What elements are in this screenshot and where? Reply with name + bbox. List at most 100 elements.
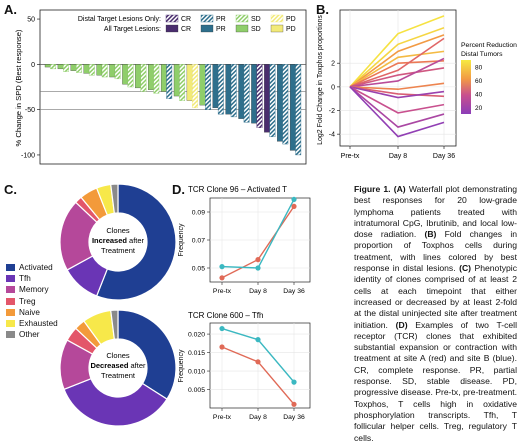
panel-a-plot-frame [39, 9, 307, 165]
colorbar-tick-label: 40 [475, 91, 483, 98]
panel-d-point-site-a [255, 257, 261, 263]
legend-label: Treg [19, 296, 36, 306]
donut-increased [59, 183, 177, 301]
legend-swatch [6, 331, 15, 339]
caption-b-text: Fold changes in proportion of Toxphos ce… [354, 229, 518, 274]
legend-swatch [6, 297, 15, 305]
legend-swatch-all-cr [165, 24, 179, 33]
panel-b-label: B. [316, 2, 329, 17]
legend-label-all-sd: SD [251, 26, 261, 33]
legend-row2-label: All Target Lesions: [104, 26, 161, 33]
panel-d-xtick-label: Day 8 [249, 288, 267, 295]
bar-distal-target-lesions [63, 64, 69, 72]
figure-caption: Figure 1. (A) Waterfall plot demonstrati… [354, 184, 517, 444]
bar-all-target-lesions [173, 64, 180, 97]
bar-distal-target-lesions [192, 64, 198, 109]
panel-a-ytick-label: 0 [31, 62, 35, 69]
bar-all-target-lesions [277, 64, 283, 142]
panel-d-xtick-label: Day 36 [283, 288, 305, 295]
bar-all-target-lesions [148, 64, 154, 90]
bar-distal-target-lesions [88, 64, 95, 76]
panel-d-ytick-label: 0.05 [192, 266, 205, 273]
legend-label: Exhausted [19, 319, 58, 329]
panel-d-plot2-title: TCR Clone 600 – Tfh [188, 311, 263, 320]
panel-d-ytick-label: 0.09 [192, 210, 205, 217]
panel-d-ytick-label: 0.010 [188, 369, 205, 376]
legend-label-all-pd: PD [286, 26, 296, 33]
caption-d-label: (D) [395, 319, 408, 330]
colorbar-title-line1: Percent Reduction [461, 42, 517, 49]
panel-b-series-line [349, 86, 445, 128]
panel-c-label: C. [4, 182, 17, 197]
panel-b-series-line [349, 86, 445, 114]
legend-item-exhausted: Exhausted [6, 318, 58, 329]
bar-distal-target-lesions [179, 64, 186, 101]
bar-all-target-lesions [57, 64, 64, 70]
donut-slice-other [110, 183, 119, 214]
panel-b-ytick-label: -2 [329, 108, 335, 115]
legend-label: Other [19, 330, 40, 340]
panel-d-plot2-frame [209, 322, 311, 409]
panel-d-point-site-b [291, 196, 297, 202]
colorbar-ticks: 80 60 40 20 [471, 64, 483, 112]
legend-swatch-all-pr [200, 24, 214, 33]
donut2-text-clones: Clones [106, 351, 130, 360]
panel-b-lines [349, 15, 445, 138]
bar-all-target-lesions [186, 64, 193, 101]
legend-swatch [6, 286, 15, 294]
bar-all-target-lesions [225, 64, 232, 115]
panel-d-plot2-ylabel: Frequency [178, 349, 185, 383]
panel-d-point-site-a [219, 275, 225, 281]
caption-a-label: (A) [393, 184, 406, 194]
colorbar-title-line2: Distal Tumors [461, 51, 503, 58]
donut2-text-treatment: Treatment [101, 371, 136, 380]
legend-row1-label: Distal Target Lesions Only: [78, 16, 161, 23]
bar-all-target-lesions [251, 64, 257, 124]
panel-a-bars [44, 64, 302, 156]
panel-d-plot1: 0.09 0.07 0.05 Pre-tx Day 8 Day 36 [192, 196, 310, 295]
legend-swatch-distal-pr [200, 14, 214, 23]
panel-a-ytick-label: -50 [25, 107, 35, 114]
bar-distal-target-lesions [230, 64, 237, 118]
panel-b-series-line [349, 86, 445, 98]
caption-c-label: (C) [459, 263, 472, 274]
legend-swatch [6, 320, 15, 328]
panel-d-plot1-title: TCR Clone 96 – Activated T [188, 185, 287, 194]
bar-distal-target-lesions [282, 64, 289, 145]
bar-all-target-lesions [109, 64, 116, 78]
panel-d-plot1-ylabel: Frequency [178, 223, 185, 257]
legend-label-all-pr: PR [216, 26, 226, 33]
caption-fig-label: Figure 1. [354, 184, 391, 194]
donut1-text-clones: Clones [106, 226, 130, 235]
legend-swatch [6, 308, 15, 316]
bar-distal-target-lesions [153, 64, 160, 94]
donut-slice-activated [95, 183, 177, 301]
panel-d-point-site-a [291, 401, 297, 407]
caption-a-text: Waterfall plot demonstrating best respon… [354, 184, 518, 240]
panel-d-point-site-a [255, 359, 261, 365]
bar-distal-target-lesions [50, 64, 57, 70]
legend-swatch [6, 275, 15, 283]
panel-a-legend: Distal Target Lesions Only: All Target L… [78, 14, 296, 33]
panel-d-point-site-b [255, 337, 261, 343]
panel-b-ytick-label: 0 [331, 84, 335, 91]
bar-all-target-lesions [238, 64, 245, 119]
legend-label-distal-pd: PD [286, 16, 296, 23]
legend-label: Tfh [19, 274, 31, 284]
legend-item-tfh: Tfh [6, 273, 58, 284]
legend-label-distal-cr: CR [181, 16, 191, 23]
panel-b-series-line [349, 26, 445, 88]
legend-label: Naive [19, 307, 40, 317]
legend-item-memory: Memory [6, 284, 58, 295]
bar-all-target-lesions [135, 64, 141, 89]
legend-swatch-distal-sd [235, 14, 249, 23]
bar-distal-target-lesions [205, 64, 211, 110]
panel-d-point-site-a [291, 203, 297, 209]
bar-all-target-lesions [199, 64, 206, 106]
legend-item-naive: Naive [6, 307, 58, 318]
caption-b-label: (B) [424, 229, 437, 240]
donut-decreased [59, 309, 177, 427]
legend-label-all-cr: CR [181, 26, 191, 33]
panel-d-xtick-label: Day 36 [283, 414, 305, 421]
panel-b-ytick-label: -4 [329, 132, 335, 139]
